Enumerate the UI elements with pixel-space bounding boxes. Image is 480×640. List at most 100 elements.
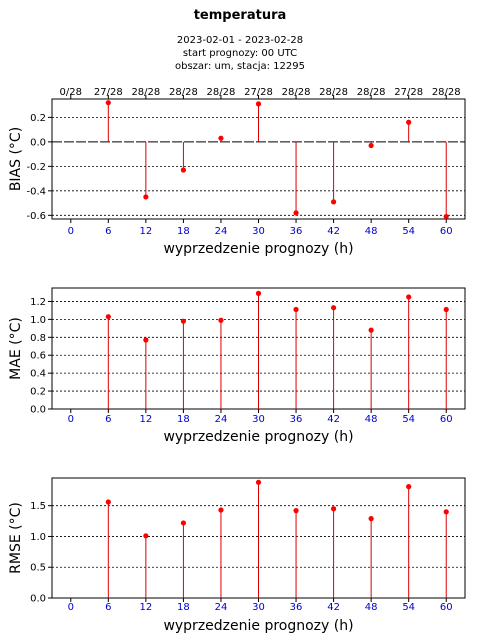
data-point	[293, 508, 299, 514]
top-count-label: 28/28	[282, 87, 311, 98]
data-point	[293, 210, 299, 216]
x-tick-label: 18	[177, 602, 190, 613]
x-tick-label: 54	[402, 602, 415, 613]
data-point	[368, 516, 374, 522]
y-tick-label: 0.4	[30, 369, 46, 380]
x-tick-label: 0	[68, 226, 74, 237]
data-point	[406, 294, 412, 300]
x-tick-label: 0	[68, 414, 74, 425]
x-tick-label: 54	[402, 226, 415, 237]
top-count-label: 27/28	[94, 87, 123, 98]
top-count-label: 28/28	[169, 87, 198, 98]
x-tick-label: 54	[402, 414, 415, 425]
x-tick-label: 0	[68, 602, 74, 613]
x-axis-label: wyprzedzenie prognozy (h)	[163, 241, 353, 257]
y-tick-label: 0.5	[30, 563, 46, 574]
x-tick-label: 24	[215, 226, 228, 237]
area-station-text: obszar: um, stacja: 12295	[175, 61, 305, 72]
chart-panel-1: -0.6 -0.4 -0.2 0.0 0.2 0 0/28 6 27/28 12 28/28 18 28…	[8, 87, 466, 257]
x-tick-label: 6	[105, 226, 111, 237]
data-point	[180, 167, 187, 173]
data-point	[368, 142, 374, 149]
x-tick-label: 42	[327, 602, 340, 613]
data-point	[443, 306, 449, 313]
x-tick-label: 60	[440, 414, 453, 425]
x-tick-label: 36	[290, 414, 303, 425]
x-tick-label: 48	[365, 602, 378, 613]
x-tick-label: 30	[252, 226, 265, 237]
y-tick-label: 1.2	[30, 297, 46, 308]
x-axis-label: wyprzedzenie prognozy (h)	[163, 429, 353, 445]
data-point	[143, 194, 149, 200]
data-point	[330, 305, 337, 311]
data-point	[218, 317, 224, 323]
data-point	[255, 479, 262, 485]
chart-panel-3: 0.0 0.5 1.0 1.5 0 6 12 18 24 30 36 42 48 54 60 wyprzedz…	[8, 477, 466, 634]
y-tick-label: 0.0	[30, 137, 46, 148]
y-axis-label: MAE (°C)	[8, 317, 24, 380]
x-tick-label: 12	[139, 226, 152, 237]
chart-title: temperatura	[193, 8, 287, 23]
chart-panel-2: 0.0 0.2 0.4 0.6 0.8 1.0 1.2 0 6 12 18 24 30 36 42 48 54 6…	[8, 287, 466, 445]
x-tick-label: 48	[365, 226, 378, 237]
y-tick-label: -0.6	[26, 211, 46, 222]
data-point	[105, 100, 111, 106]
top-count-label: 28/28	[432, 87, 461, 98]
x-axis-label: wyprzedzenie prognozy (h)	[163, 618, 353, 634]
data-point	[180, 520, 187, 526]
period-text: 2023-02-01 - 2023-02-28	[176, 35, 304, 46]
data-point	[443, 509, 449, 515]
x-tick-label: 12	[139, 414, 152, 425]
data-point	[143, 533, 149, 539]
top-count-label: 28/28	[319, 87, 348, 98]
data-point	[143, 337, 149, 343]
data-point	[218, 135, 224, 141]
x-tick-label: 42	[327, 414, 340, 425]
top-count-label: 28/28	[357, 87, 386, 98]
x-tick-label: 18	[177, 414, 190, 425]
y-tick-label: 1.0	[30, 315, 46, 326]
data-point	[330, 199, 337, 205]
x-tick-label: 12	[139, 602, 152, 613]
y-tick-label: -0.4	[26, 186, 46, 197]
x-tick-label: 36	[290, 602, 303, 613]
x-tick-label: 30	[252, 414, 265, 425]
x-tick-label: 24	[215, 602, 228, 613]
y-tick-label: 0.8	[30, 333, 46, 344]
data-point	[105, 499, 111, 505]
top-count-label: 27/28	[244, 87, 273, 98]
x-tick-label: 36	[290, 226, 303, 237]
x-tick-label: 6	[105, 602, 111, 613]
x-tick-label: 18	[177, 226, 190, 237]
top-count-label: 28/28	[207, 87, 236, 98]
data-point	[406, 119, 412, 125]
x-tick-label: 24	[215, 414, 228, 425]
y-tick-label: 0.0	[30, 594, 46, 605]
y-tick-label: -0.2	[26, 162, 46, 173]
x-tick-label: 60	[440, 602, 453, 613]
y-tick-label: 1.5	[30, 501, 46, 512]
y-tick-label: 0.2	[30, 113, 46, 124]
y-axis-label: RMSE (°C)	[8, 502, 24, 574]
data-point	[180, 318, 187, 324]
y-tick-label: 0.2	[30, 387, 46, 398]
x-tick-label: 30	[252, 602, 265, 613]
x-tick-label: 48	[365, 414, 378, 425]
x-tick-label: 6	[105, 414, 111, 425]
x-tick-label: 42	[327, 226, 340, 237]
data-point	[406, 484, 412, 490]
top-count-label: 27/28	[394, 87, 423, 98]
data-point	[443, 213, 449, 220]
data-point	[255, 290, 262, 296]
data-point	[105, 314, 111, 320]
y-tick-label: 1.0	[30, 532, 46, 543]
y-tick-label: 0.0	[30, 405, 46, 416]
forecast-start-text: start prognozy: 00 UTC	[182, 48, 298, 59]
data-point	[218, 507, 224, 513]
x-tick-label: 60	[440, 226, 453, 237]
top-count-label: 28/28	[131, 87, 160, 98]
data-point	[330, 506, 337, 512]
y-axis-label: BIAS (°C)	[8, 127, 24, 191]
data-point	[368, 327, 374, 333]
